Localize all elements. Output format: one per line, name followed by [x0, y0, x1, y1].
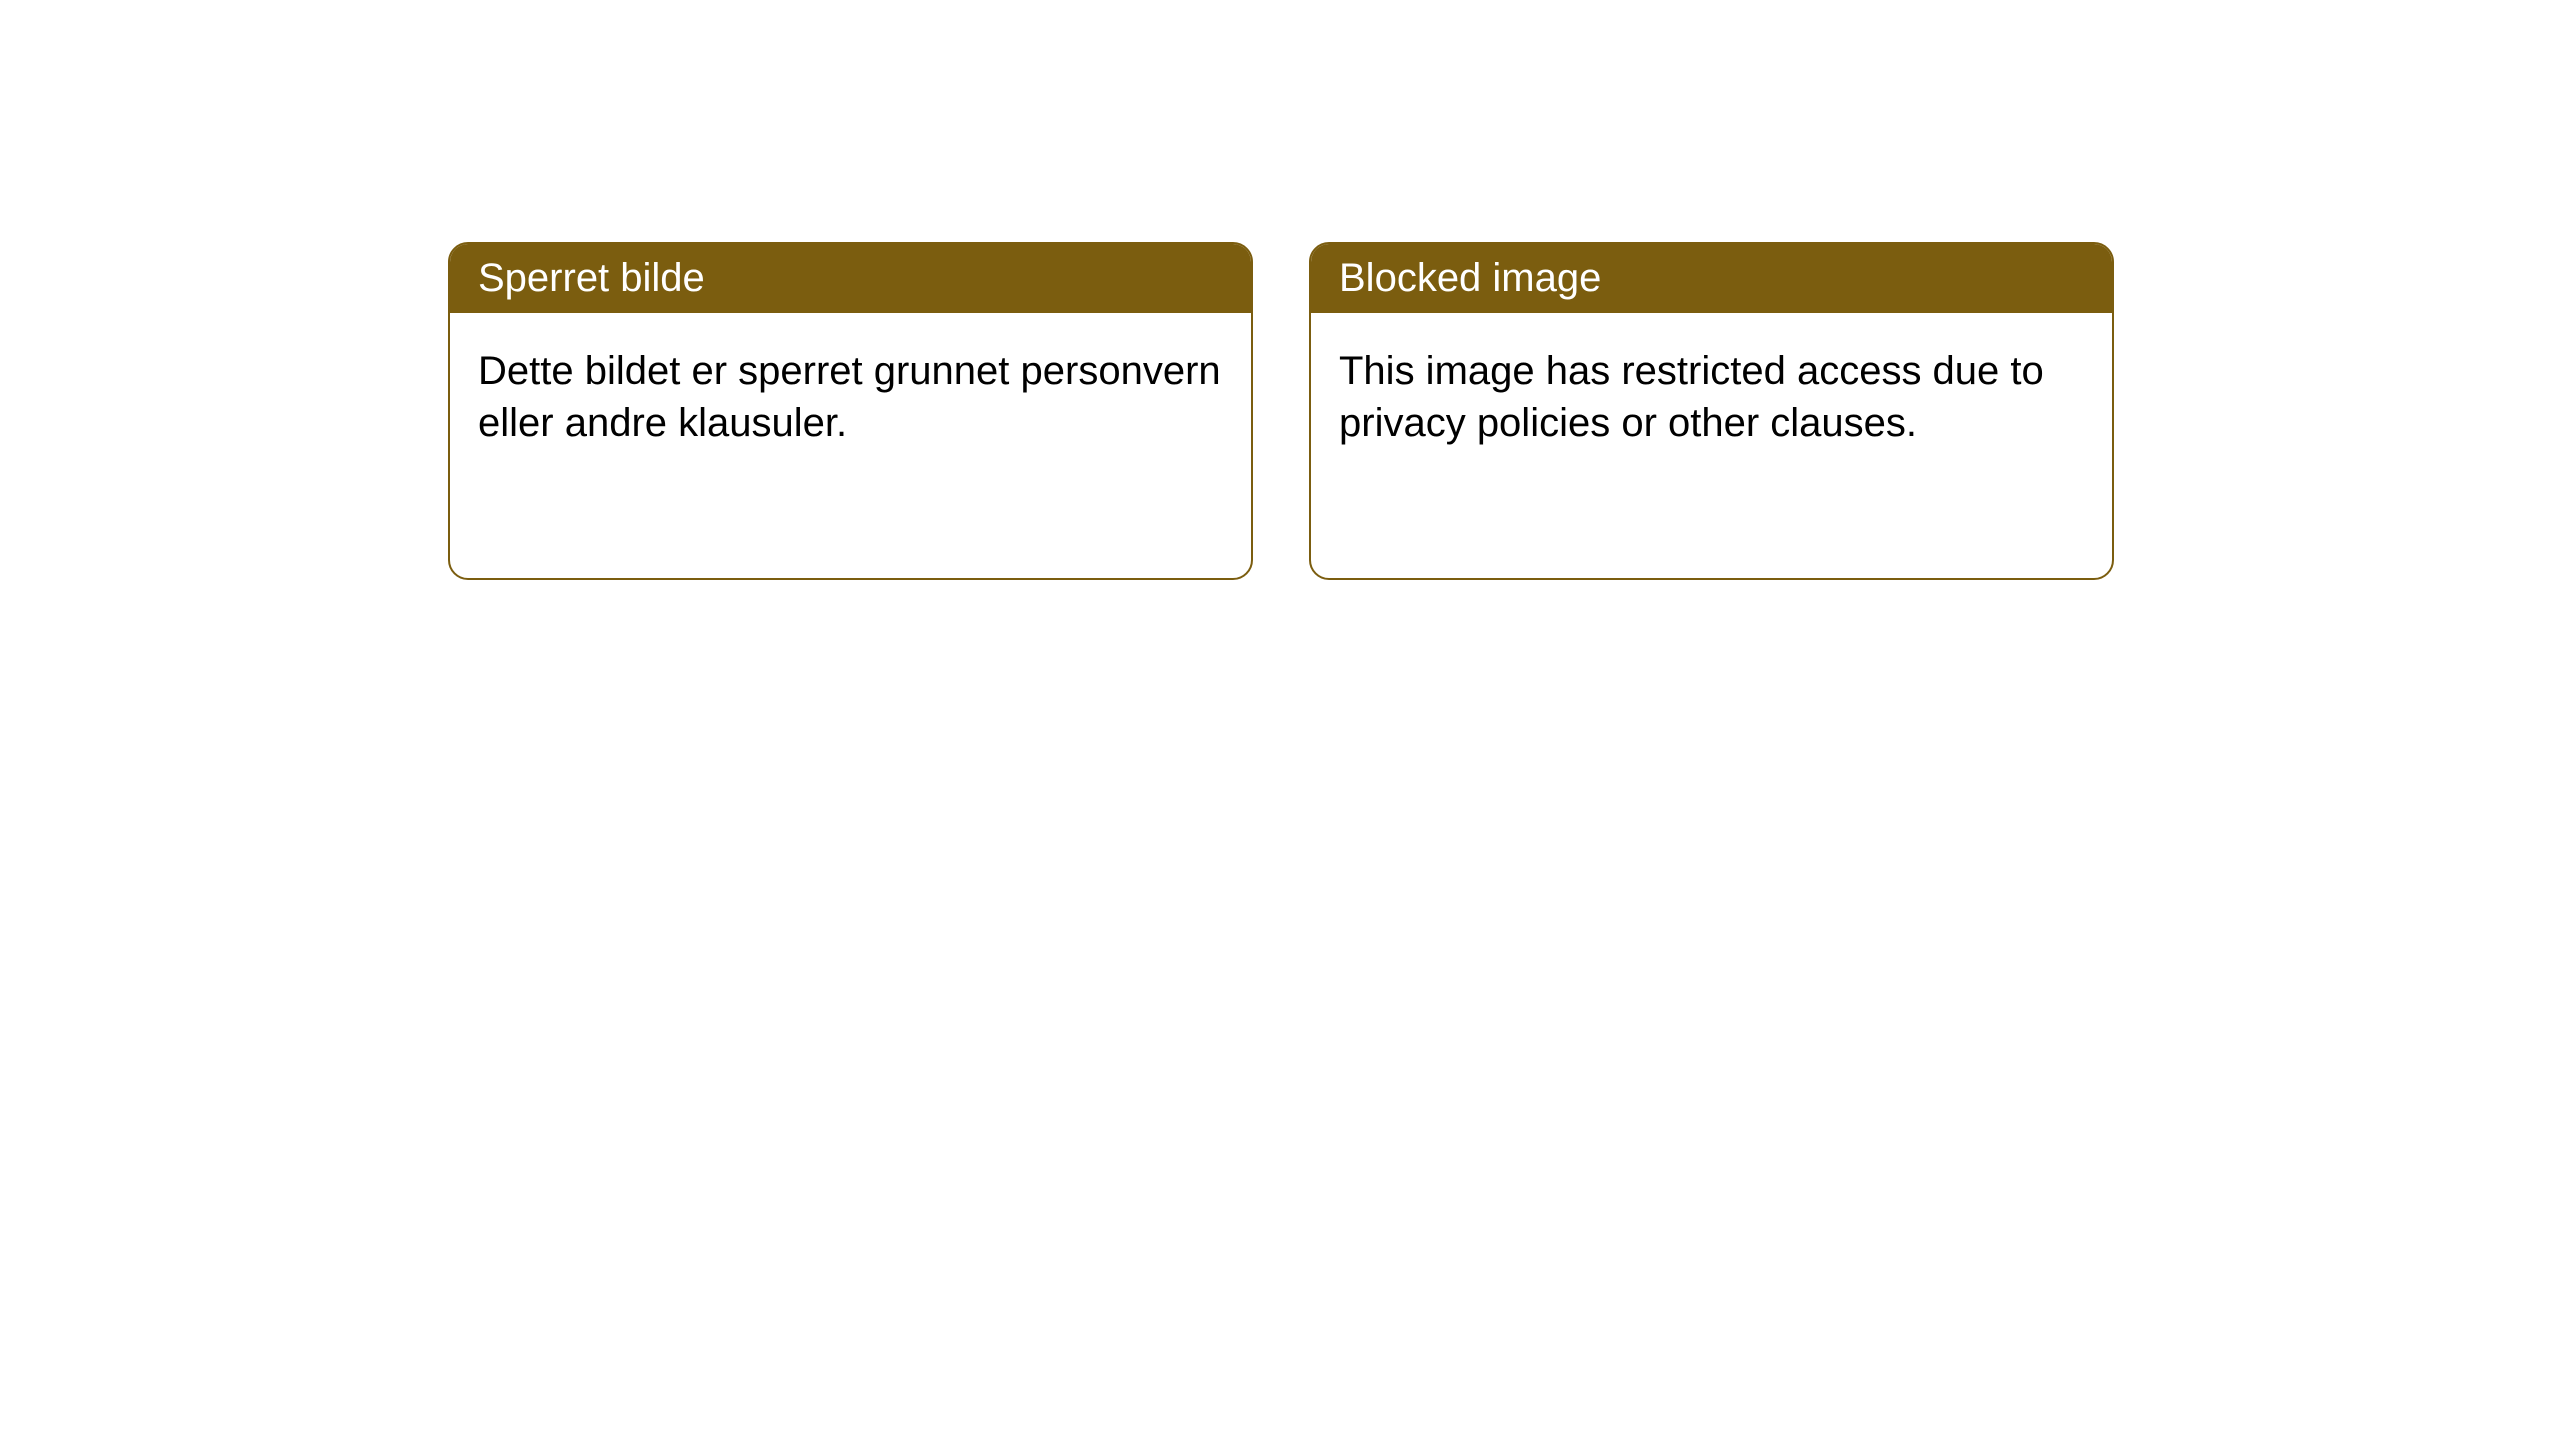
card-header: Sperret bilde — [450, 244, 1251, 313]
notice-card-norwegian: Sperret bilde Dette bildet er sperret gr… — [448, 242, 1253, 580]
card-title: Blocked image — [1339, 256, 1601, 300]
card-header: Blocked image — [1311, 244, 2112, 313]
card-body: This image has restricted access due to … — [1311, 313, 2112, 481]
card-message: This image has restricted access due to … — [1339, 349, 2044, 445]
notice-card-english: Blocked image This image has restricted … — [1309, 242, 2114, 580]
card-body: Dette bildet er sperret grunnet personve… — [450, 313, 1251, 481]
card-title: Sperret bilde — [478, 256, 705, 300]
notice-cards-container: Sperret bilde Dette bildet er sperret gr… — [448, 242, 2114, 580]
card-message: Dette bildet er sperret grunnet personve… — [478, 349, 1221, 445]
